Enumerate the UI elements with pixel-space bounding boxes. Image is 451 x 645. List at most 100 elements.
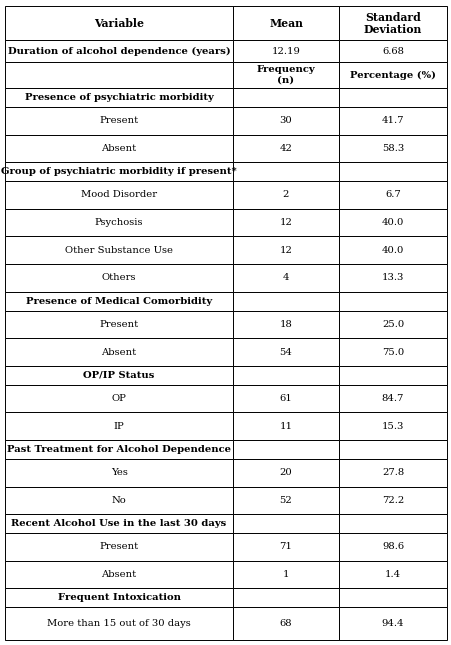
Bar (339, 163, 446, 181)
Bar (232, 88, 339, 107)
Bar (339, 209, 446, 237)
Text: Present: Present (99, 116, 138, 125)
Text: 40.0: 40.0 (381, 218, 403, 227)
Text: 27.8: 27.8 (381, 468, 403, 477)
Bar (339, 41, 446, 62)
Text: 58.3: 58.3 (381, 144, 403, 153)
Bar (339, 264, 446, 292)
Bar (5, 181, 232, 209)
Text: Frequent Intoxication: Frequent Intoxication (57, 593, 180, 602)
Bar (232, 163, 339, 181)
Text: 12.19: 12.19 (271, 46, 300, 55)
Bar (339, 366, 446, 384)
Bar (5, 459, 232, 486)
Bar (339, 6, 446, 41)
Text: Yes: Yes (110, 468, 127, 477)
Text: Absent: Absent (101, 144, 136, 153)
Text: 72.2: 72.2 (381, 496, 403, 505)
Bar (232, 384, 339, 412)
Text: Percentage (%): Percentage (%) (349, 70, 435, 79)
Bar (5, 107, 232, 135)
Bar (5, 237, 232, 264)
Text: Other Substance Use: Other Substance Use (65, 246, 173, 255)
Text: 1: 1 (282, 570, 289, 579)
Text: 1.4: 1.4 (384, 570, 400, 579)
Text: Absent: Absent (101, 348, 136, 357)
Bar (5, 264, 232, 292)
Text: Presence of psychiatric morbidity: Presence of psychiatric morbidity (25, 93, 213, 102)
Text: Mood Disorder: Mood Disorder (81, 190, 157, 199)
Bar (232, 237, 339, 264)
Text: 68: 68 (279, 619, 292, 628)
Bar (232, 135, 339, 163)
Bar (339, 514, 446, 533)
Text: 25.0: 25.0 (381, 320, 403, 329)
Text: 13.3: 13.3 (381, 273, 403, 283)
Text: Duration of alcohol dependence (years): Duration of alcohol dependence (years) (8, 46, 230, 55)
Bar (5, 588, 232, 607)
Bar (339, 533, 446, 561)
Text: 98.6: 98.6 (381, 542, 403, 551)
Bar (232, 6, 339, 41)
Text: Present: Present (99, 320, 138, 329)
Bar (339, 237, 446, 264)
Bar (339, 561, 446, 588)
Bar (232, 209, 339, 237)
Text: 40.0: 40.0 (381, 246, 403, 255)
Bar (339, 588, 446, 607)
Bar (339, 311, 446, 338)
Bar (339, 459, 446, 486)
Text: 52: 52 (279, 496, 292, 505)
Text: Absent: Absent (101, 570, 136, 579)
Text: Psychosis: Psychosis (95, 218, 143, 227)
Bar (5, 311, 232, 338)
Bar (5, 41, 232, 62)
Bar (232, 588, 339, 607)
Text: 75.0: 75.0 (381, 348, 403, 357)
Text: 84.7: 84.7 (381, 394, 403, 403)
Text: More than 15 out of 30 days: More than 15 out of 30 days (47, 619, 190, 628)
Text: Group of psychiatric morbidity if present*: Group of psychiatric morbidity if presen… (1, 167, 236, 176)
Bar (232, 311, 339, 338)
Text: 12: 12 (279, 246, 292, 255)
Bar (5, 135, 232, 163)
Text: 41.7: 41.7 (381, 116, 403, 125)
Bar (232, 561, 339, 588)
Text: OP/IP Status: OP/IP Status (83, 371, 154, 380)
Bar (5, 338, 232, 366)
Bar (232, 107, 339, 135)
Bar (5, 440, 232, 459)
Text: No: No (111, 496, 126, 505)
Bar (5, 384, 232, 412)
Bar (339, 440, 446, 459)
Text: 6.68: 6.68 (381, 46, 403, 55)
Bar (339, 62, 446, 88)
Text: 54: 54 (279, 348, 292, 357)
Bar (5, 412, 232, 440)
Text: Frequency
(n): Frequency (n) (256, 65, 315, 84)
Bar (5, 514, 232, 533)
Bar (232, 292, 339, 311)
Text: OP: OP (111, 394, 126, 403)
Bar (5, 88, 232, 107)
Bar (232, 366, 339, 384)
Text: 20: 20 (279, 468, 292, 477)
Bar (232, 514, 339, 533)
Text: IP: IP (113, 422, 124, 431)
Bar (5, 607, 232, 640)
Bar (232, 41, 339, 62)
Text: Past Treatment for Alcohol Dependence: Past Treatment for Alcohol Dependence (7, 445, 230, 454)
Text: Presence of Medical Comorbidity: Presence of Medical Comorbidity (26, 297, 212, 306)
Bar (5, 6, 232, 41)
Bar (5, 163, 232, 181)
Text: 61: 61 (279, 394, 292, 403)
Bar (5, 366, 232, 384)
Bar (232, 338, 339, 366)
Bar (339, 88, 446, 107)
Bar (339, 107, 446, 135)
Bar (5, 209, 232, 237)
Text: 42: 42 (279, 144, 292, 153)
Text: 4: 4 (282, 273, 289, 283)
Bar (232, 486, 339, 514)
Bar (5, 62, 232, 88)
